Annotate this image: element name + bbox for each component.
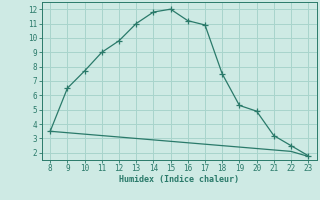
X-axis label: Humidex (Indice chaleur): Humidex (Indice chaleur) [119,175,239,184]
